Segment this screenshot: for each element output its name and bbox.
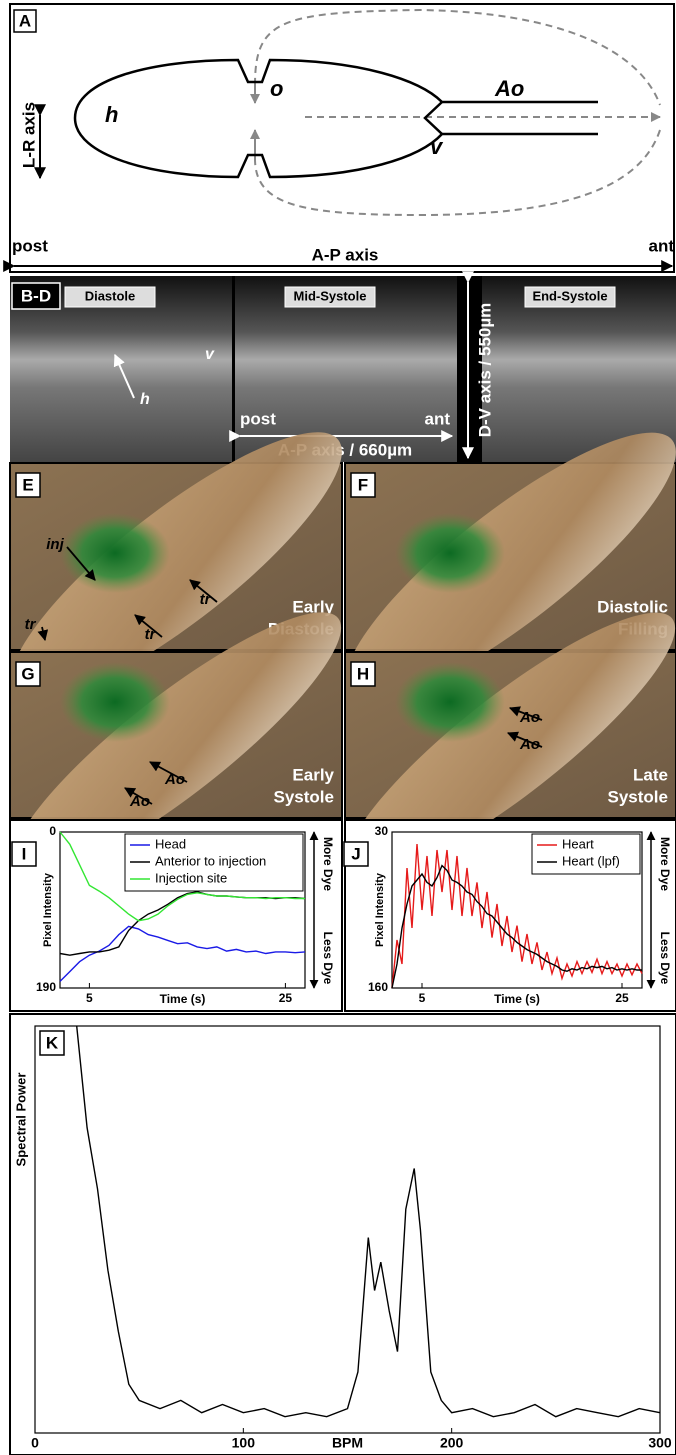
dye-label: More Dye [658, 837, 672, 891]
caption: Systole [608, 787, 668, 806]
x-tick-label: 5 [419, 991, 426, 1005]
frame-label: End-Systole [532, 288, 607, 303]
lr-axis-label: L-R axis [19, 102, 38, 168]
legend-label: Heart (lpf) [562, 853, 620, 868]
ant-label: ant [425, 409, 451, 428]
v-label: v [205, 346, 215, 363]
caption: Late [633, 765, 668, 784]
annotation: Ao [519, 736, 540, 753]
y-tick-label: 0 [49, 824, 56, 838]
panel-label: K [46, 1033, 59, 1052]
dye-label: Less Dye [658, 932, 672, 985]
panel-label: I [22, 844, 27, 863]
dye [395, 662, 505, 742]
aorta-label: Ao [494, 76, 524, 101]
charts: 5 25 0 190 Time (s) Pixel Intensity I More Dye L… [10, 820, 676, 1455]
y-axis-label: Pixel Intensity [42, 872, 54, 947]
legend-label: Head [155, 836, 186, 851]
heart-label: h [105, 102, 118, 127]
legend-label: Anterior to injection [155, 853, 266, 868]
legend-label: Injection site [155, 870, 227, 885]
y-tick-label: 160 [368, 980, 388, 994]
x-axis-label: BPM [332, 1435, 363, 1451]
dv-axis-label: D-V axis / 550µm [475, 303, 494, 438]
annotation: Ao [164, 771, 185, 788]
annotation: inj [46, 536, 64, 553]
x-tick-label: 25 [279, 991, 293, 1005]
dye-label: More Dye [321, 837, 335, 891]
panel-label: F [358, 475, 368, 494]
y-tick-label: 190 [36, 980, 56, 994]
dye [60, 513, 170, 593]
x-tick-label: 200 [440, 1435, 464, 1451]
caption: Systole [274, 787, 334, 806]
dye [60, 662, 170, 742]
caption: Early [292, 765, 334, 784]
x-tick-label: 25 [615, 991, 629, 1005]
legend-label: Heart [562, 836, 594, 851]
panel-label: G [21, 664, 34, 683]
annotation: Ao [519, 709, 540, 726]
y-axis-label: Spectral Power [13, 1073, 28, 1167]
panel-border [10, 1014, 676, 1455]
annotation: tr [200, 591, 212, 608]
post-label: post [240, 409, 276, 428]
post-label: post [12, 236, 48, 255]
ap-axis-label: A-P axis [312, 245, 379, 264]
panel-label: B-D [21, 286, 51, 305]
ostium-label: o [270, 76, 283, 101]
y-tick-label: 30 [375, 824, 389, 838]
frame-labels: Diastole Mid-Systole End-Systole [65, 287, 615, 307]
frame-label: Mid-Systole [294, 288, 367, 303]
annotation: tr [145, 626, 157, 643]
x-tick-label: 0 [31, 1435, 39, 1451]
annotation: Ao [129, 793, 150, 810]
x-axis-label: Time (s) [160, 992, 206, 1006]
h-label: h [140, 391, 150, 408]
valve-label: v [430, 134, 444, 159]
dye [395, 513, 505, 593]
x-tick-label: 5 [86, 991, 93, 1005]
panel-border [10, 4, 674, 272]
x-tick-label: 100 [232, 1435, 256, 1451]
frame-label: Diastole [85, 288, 136, 303]
panel-label: A [19, 11, 31, 30]
figure: A o h Ao v L-R axis post ant A-P axis B-… [0, 0, 676, 1455]
x-tick-label: 300 [648, 1435, 672, 1451]
x-axis-label: Time (s) [494, 992, 540, 1006]
panel-label: J [351, 844, 360, 863]
annotation: tr [25, 616, 37, 633]
panel-a: A o h Ao v L-R axis post ant A-P axis [10, 4, 674, 272]
panel-label: E [22, 475, 33, 494]
y-axis-label: Pixel Intensity [374, 872, 386, 947]
panel-label: H [357, 664, 369, 683]
dye-label: Less Dye [321, 932, 335, 985]
ant-label: ant [649, 236, 675, 255]
